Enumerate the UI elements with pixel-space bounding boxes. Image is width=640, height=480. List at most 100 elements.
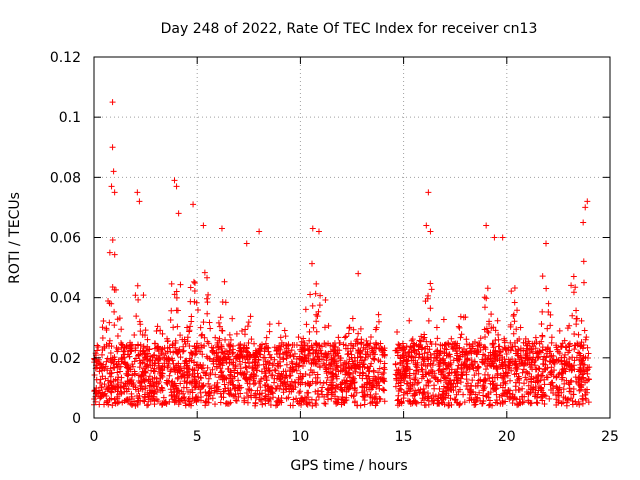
data-point [469,345,476,352]
data-point [214,388,221,395]
data-point [411,392,418,399]
data-point [215,319,222,326]
data-point [96,360,103,367]
data-point [480,351,487,358]
data-point [569,398,576,404]
data-point [535,365,542,372]
data-point [566,385,573,392]
data-point [332,385,339,392]
data-point [107,373,114,380]
data-point [377,340,384,347]
data-point [580,219,587,226]
data-point [538,321,545,328]
data-point [251,354,258,361]
data-point [288,347,295,354]
data-point [232,385,239,392]
data-point [95,344,102,351]
data-point [170,383,177,390]
data-point [512,348,519,355]
data-point [568,282,575,289]
data-point [244,348,251,355]
data-point [585,350,592,357]
data-point [149,394,156,401]
data-point [321,362,328,369]
data-point [207,325,214,332]
data-point [173,294,180,301]
data-point [134,189,141,196]
data-point [483,222,490,229]
data-point [276,358,283,365]
data-point [401,372,408,379]
data-point [535,353,542,360]
y-tick-label: 0 [72,411,81,427]
data-point [106,337,113,344]
data-point [376,382,383,389]
data-point [511,299,518,306]
data-point [267,402,274,409]
data-point [374,399,381,406]
data-point [438,357,444,364]
data-point [452,383,459,390]
data-point [413,400,420,407]
data-point [236,384,243,391]
data-point [227,375,234,382]
data-point [491,352,498,359]
data-point [159,399,166,406]
data-point [306,337,313,344]
data-point [480,387,487,394]
data-point [243,240,250,247]
data-point [420,397,427,404]
data-point [241,395,248,402]
data-point [515,376,522,383]
data-point [581,361,588,368]
data-point [132,292,139,299]
data-point [178,373,185,380]
data-point [321,324,328,331]
data-point [428,366,435,373]
data-point [546,395,553,402]
data-point [315,228,322,235]
data-point [323,351,330,358]
data-point [275,320,282,327]
data-point [491,363,498,370]
data-point [271,366,278,373]
data-point [571,331,578,338]
x-tick-label: 15 [395,429,413,445]
data-point [487,362,494,369]
data-point [274,362,281,369]
data-point [244,399,251,406]
data-point [219,349,226,356]
data-point [287,352,294,359]
data-point [243,389,250,396]
data-point [200,382,207,389]
data-point [259,401,266,408]
data-point [268,372,275,379]
data-point [134,397,141,404]
data-point [476,341,483,348]
data-point [457,400,464,407]
data-point [135,296,142,303]
data-point [103,325,110,332]
data-point [556,350,563,357]
data-point [351,398,358,405]
data-point [452,340,459,347]
data-point [412,361,419,368]
data-point [242,326,249,333]
data-point [312,400,319,407]
data-point [539,273,546,280]
data-point [346,325,353,332]
data-point [345,330,352,337]
data-point [146,387,153,394]
data-point [192,348,199,355]
data-point [529,386,536,393]
data-point [117,368,124,375]
data-point [197,362,204,369]
data-point [118,374,125,381]
data-point [278,395,285,402]
data-point [492,337,499,344]
data-point [208,385,215,392]
data-point [217,369,224,376]
data-point [302,355,309,362]
data-point [427,280,434,287]
data-point [233,397,240,404]
